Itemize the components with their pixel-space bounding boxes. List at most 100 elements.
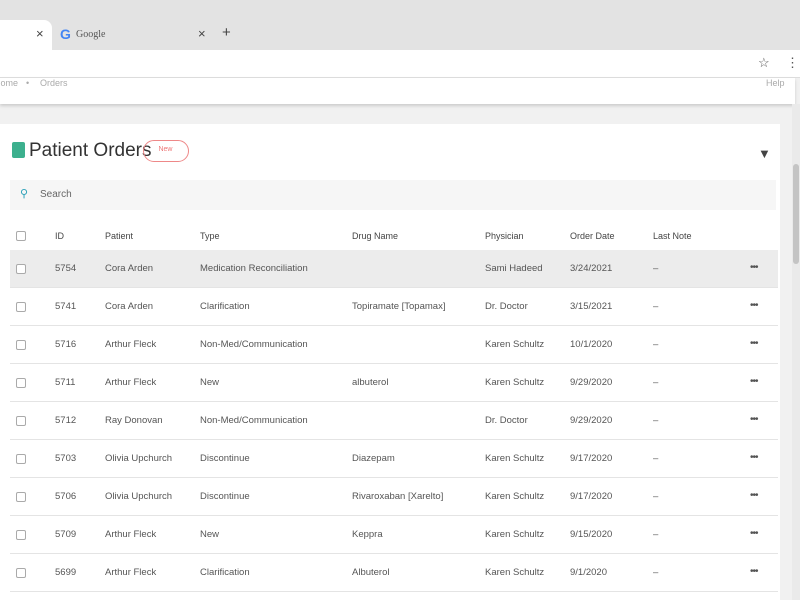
cell-date: 9/17/2020 (570, 491, 613, 502)
cell-patient: Olivia Upchurch (105, 491, 173, 502)
cell-note: – (653, 529, 659, 540)
row-actions[interactable]: ••• (750, 376, 758, 387)
table-row[interactable]: 5754 Cora Arden Medication Reconciliation S… (10, 250, 778, 288)
table-row[interactable]: 5703 Olivia Upchurch Discontinue Diazepam Ka… (10, 440, 778, 478)
cell-drug: Diazepam (352, 453, 395, 464)
cell-note: – (653, 415, 659, 426)
cell-patient: Arthur Fleck (105, 377, 157, 388)
row-checkbox[interactable] (16, 264, 26, 274)
cell-physician: Karen Schultz (485, 377, 545, 388)
tab-close[interactable]: × (198, 26, 206, 41)
cell-patient: Ray Donovan (105, 415, 163, 426)
breadcrumb-bar: Home • Orders Help (0, 78, 795, 104)
column-header[interactable]: ID (55, 231, 64, 241)
cell-date: 9/1/2020 (570, 567, 607, 578)
cell-physician: Sami Hadeed (485, 263, 543, 274)
scrollbar[interactable] (792, 104, 800, 600)
cell-drug: Topiramate [Topamax] (352, 301, 446, 312)
cell-note: – (653, 339, 659, 350)
cell-note: – (653, 377, 659, 388)
cell-patient: Olivia Upchurch (105, 453, 173, 464)
new-button[interactable]: New (143, 140, 189, 162)
table-row[interactable]: 5712 Ray Donovan Non-Med/Communication Dr. … (10, 402, 778, 440)
row-checkbox[interactable] (16, 568, 26, 578)
table-row[interactable]: 5711 Arthur Fleck New albuterol Karen Schult… (10, 364, 778, 402)
active-tab[interactable]: × (0, 20, 52, 50)
table-row[interactable]: 5741 Cora Arden Clarification Topiramate [T… (10, 288, 778, 326)
column-header[interactable]: Physician (485, 231, 524, 241)
cell-date: 3/15/2021 (570, 301, 613, 312)
table-row[interactable]: 5716 Arthur Fleck Non-Med/Communication Kar… (10, 326, 778, 364)
row-checkbox[interactable] (16, 530, 26, 540)
google-icon: G (60, 26, 71, 42)
cell-id: 5711 (55, 377, 76, 388)
row-checkbox[interactable] (16, 340, 26, 350)
row-actions[interactable]: ••• (750, 490, 758, 501)
menu-icon[interactable]: ⋮ (786, 55, 799, 70)
tab-close[interactable]: × (36, 26, 44, 41)
cell-note: – (653, 263, 659, 274)
filter-icon[interactable]: ▼ (758, 146, 771, 161)
row-actions[interactable]: ••• (750, 414, 758, 425)
cell-physician: Karen Schultz (485, 491, 545, 502)
cell-type: Discontinue (200, 453, 250, 464)
row-actions[interactable]: ••• (750, 566, 758, 577)
cell-id: 5754 (55, 263, 77, 274)
row-checkbox[interactable] (16, 416, 26, 426)
cell-physician: Dr. Doctor (485, 415, 528, 426)
row-actions[interactable]: ••• (750, 262, 758, 273)
star-icon[interactable]: ☆ (758, 55, 770, 70)
row-checkbox[interactable] (16, 454, 26, 464)
cell-type: New (200, 529, 220, 540)
new-button-label[interactable]: New (158, 146, 173, 153)
row-actions[interactable]: ••• (750, 452, 758, 463)
tab-strip: × G Google × + (0, 0, 800, 50)
scroll-thumb[interactable] (793, 164, 799, 264)
row-actions[interactable]: ••• (750, 300, 758, 311)
table-row[interactable]: 5706 Olivia Upchurch Discontinue Rivaroxaba… (10, 478, 778, 516)
breadcrumb-sep: • (26, 78, 30, 88)
cell-date: 10/1/2020 (570, 339, 613, 350)
cell-note: – (653, 453, 659, 464)
column-header[interactable]: Last Note (653, 231, 692, 241)
tab-title[interactable]: Google (76, 29, 106, 40)
table-row[interactable]: 5709 Arthur Fleck New Keppra Karen Schultz 9/… (10, 516, 778, 554)
column-header[interactable]: Type (200, 231, 220, 241)
orders-table: ID Patient Type Drug Name Physician Order Dat… (0, 222, 780, 600)
cell-date: 9/29/2020 (570, 415, 613, 426)
cell-id: 5712 (55, 415, 77, 426)
cell-note: – (653, 567, 659, 578)
select-all-checkbox[interactable] (16, 231, 26, 241)
search-bar[interactable]: ⚲ Search (10, 180, 776, 210)
column-header[interactable]: Order Date (570, 231, 615, 241)
orders-icon (12, 142, 25, 158)
column-header[interactable]: Drug Name (352, 231, 399, 241)
cell-physician: Karen Schultz (485, 339, 545, 350)
row-checkbox[interactable] (16, 492, 26, 502)
search-placeholder[interactable]: Search (40, 189, 72, 200)
table-row[interactable]: 5699 Arthur Fleck Clarification Albuterol Ka… (10, 554, 778, 592)
column-header[interactable]: Patient (105, 231, 134, 241)
cell-id: 5741 (55, 301, 77, 312)
new-tab[interactable]: + (222, 24, 231, 41)
row-actions[interactable]: ••• (750, 338, 758, 349)
cell-drug: Albuterol (352, 567, 390, 578)
breadcrumb[interactable]: Orders (40, 78, 68, 88)
cell-id: 5706 (55, 491, 77, 502)
cell-date: 3/24/2021 (570, 263, 613, 274)
cell-patient: Cora Arden (105, 301, 154, 312)
cell-drug: Keppra (352, 529, 383, 540)
page-title: Patient Orders (29, 140, 152, 161)
cell-patient: Arthur Fleck (105, 339, 157, 350)
address-bar: ☆ ⋮ (0, 50, 800, 78)
cell-physician: Karen Schultz (485, 529, 545, 540)
row-checkbox[interactable] (16, 378, 26, 388)
breadcrumb[interactable]: Home (0, 78, 19, 88)
cell-date: 9/29/2020 (570, 377, 613, 388)
row-checkbox[interactable] (16, 302, 26, 312)
help-link[interactable]: Help (766, 78, 785, 88)
cell-type: Clarification (200, 301, 250, 312)
cell-date: 9/15/2020 (570, 529, 613, 540)
row-actions[interactable]: ••• (750, 528, 758, 539)
